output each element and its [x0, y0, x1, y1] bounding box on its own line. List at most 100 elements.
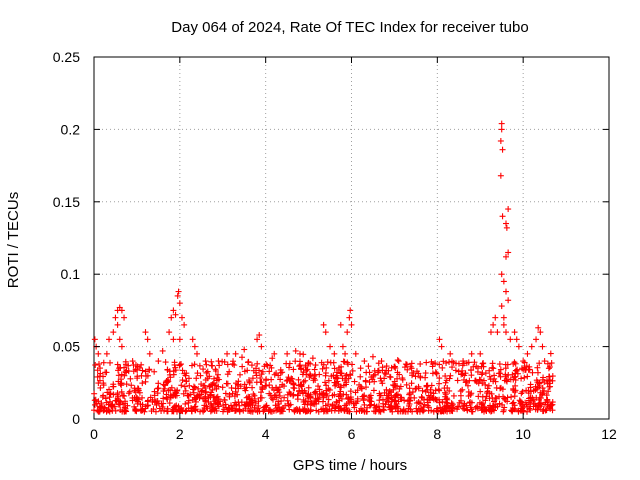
data-point	[487, 402, 494, 409]
data-point	[142, 368, 149, 375]
data-point	[319, 391, 326, 398]
data-point	[423, 383, 430, 390]
data-point	[215, 376, 222, 383]
data-point	[462, 379, 469, 386]
data-point	[333, 372, 340, 379]
data-point	[487, 329, 494, 336]
data-point	[498, 271, 505, 278]
data-point	[472, 404, 479, 411]
data-point	[266, 368, 273, 375]
data-point	[326, 386, 333, 393]
data-point	[326, 406, 333, 413]
data-point	[174, 292, 181, 299]
data-point	[520, 366, 527, 373]
data-point	[131, 385, 138, 392]
data-point	[200, 366, 207, 373]
data-point	[351, 378, 358, 385]
data-point	[392, 393, 399, 400]
data-point	[362, 384, 369, 391]
data-point	[454, 377, 461, 384]
data-point	[509, 408, 516, 415]
data-point	[525, 366, 532, 373]
data-point	[263, 382, 270, 389]
data-point	[452, 367, 459, 374]
data-point	[436, 336, 443, 343]
data-point	[511, 393, 518, 400]
data-point	[396, 385, 403, 392]
data-point	[269, 355, 276, 362]
data-point	[144, 336, 151, 343]
data-point	[339, 375, 346, 382]
data-point	[408, 365, 415, 372]
data-point	[253, 372, 260, 379]
data-point	[294, 396, 301, 403]
data-point	[435, 386, 442, 393]
data-point	[399, 376, 406, 383]
data-point	[347, 372, 354, 379]
data-point	[277, 376, 284, 383]
data-point	[121, 404, 128, 411]
data-point	[366, 398, 373, 405]
data-point	[97, 365, 104, 372]
data-point	[433, 407, 440, 414]
data-point	[152, 408, 159, 415]
data-point	[184, 392, 191, 399]
data-point	[498, 303, 505, 310]
data-point	[339, 343, 346, 350]
data-point	[216, 362, 223, 369]
data-point	[187, 391, 194, 398]
data-point	[348, 321, 355, 328]
data-point	[406, 397, 413, 404]
data-point	[539, 376, 546, 383]
data-point	[545, 365, 552, 372]
data-point	[507, 336, 514, 343]
data-point	[299, 387, 306, 394]
data-point	[534, 384, 541, 391]
data-point	[443, 395, 450, 402]
data-point	[322, 402, 329, 409]
data-point	[155, 380, 162, 387]
data-point	[168, 384, 175, 391]
data-point	[340, 391, 347, 398]
data-point	[121, 372, 128, 379]
data-point	[528, 343, 535, 350]
x-tick-label: 0	[90, 426, 98, 442]
data-point	[512, 377, 519, 384]
data-point	[176, 407, 183, 414]
data-point	[290, 384, 297, 391]
data-point	[237, 371, 244, 378]
data-point	[205, 395, 212, 402]
data-point	[345, 375, 352, 382]
data-point	[103, 369, 110, 376]
data-point	[298, 383, 305, 390]
data-point	[315, 383, 322, 390]
data-point	[333, 398, 340, 405]
data-point	[477, 350, 484, 357]
data-points	[91, 120, 556, 415]
data-point	[467, 366, 474, 373]
data-point	[497, 172, 504, 179]
data-point	[338, 384, 345, 391]
data-point	[288, 375, 295, 382]
data-point	[203, 369, 210, 376]
data-point	[278, 397, 285, 404]
data-point	[475, 393, 482, 400]
data-point	[307, 408, 314, 415]
x-tick-label: 4	[262, 426, 270, 442]
data-point	[338, 370, 345, 377]
data-point	[91, 397, 98, 404]
data-point	[211, 393, 218, 400]
data-point	[452, 360, 459, 367]
data-point	[497, 373, 504, 380]
data-point	[356, 381, 363, 388]
data-point	[524, 403, 531, 410]
data-point	[197, 372, 204, 379]
data-point	[276, 389, 283, 396]
data-point	[379, 367, 386, 374]
data-point	[445, 405, 452, 412]
data-point	[370, 387, 377, 394]
data-point	[436, 375, 443, 382]
data-point	[374, 367, 381, 374]
data-point	[100, 373, 107, 380]
data-point	[393, 400, 400, 407]
